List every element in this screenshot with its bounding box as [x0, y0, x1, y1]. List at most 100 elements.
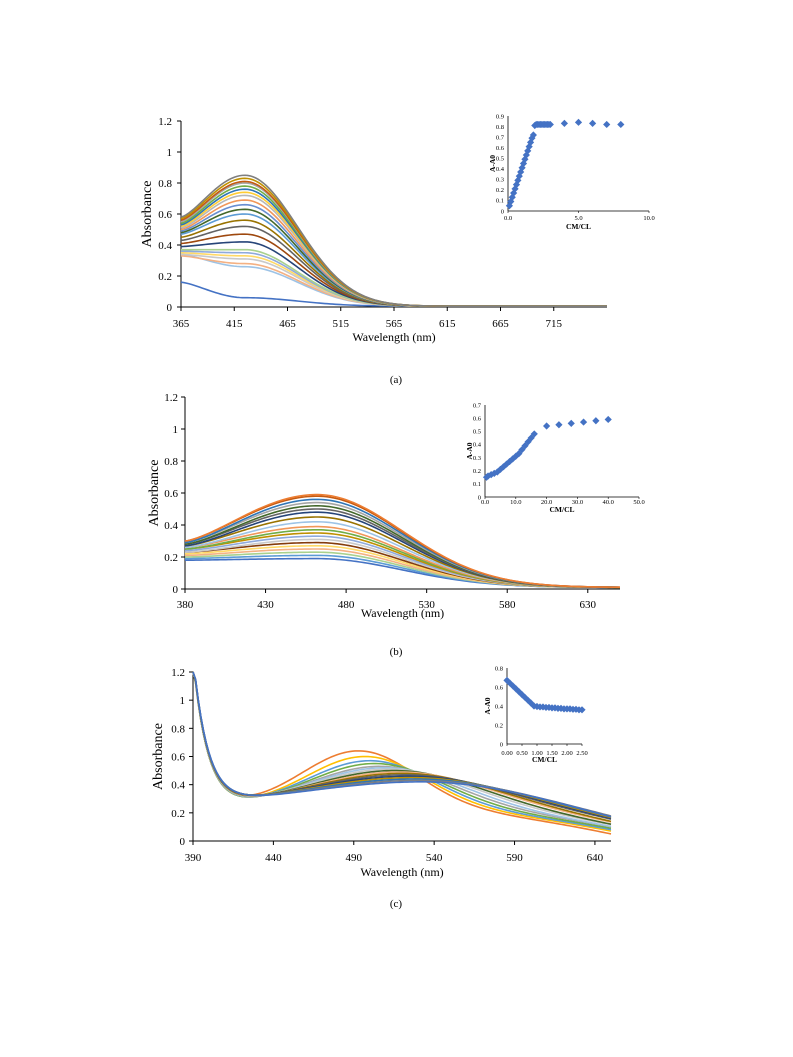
inset-x-tick-label: 0.50 — [516, 750, 527, 757]
inset-x-tick-label: 0.0 — [481, 499, 489, 506]
panel-label: (b) — [390, 646, 403, 658]
inset-x-tick-label: 2.00 — [561, 750, 572, 757]
inset-x-axis-label: CM/CL — [550, 505, 575, 514]
inset-x-axis-label: CM/CL — [566, 222, 591, 231]
inset-x-tick-label: 30.0 — [572, 499, 583, 506]
inset-data-point — [524, 696, 532, 704]
inset-x-axis-label: CM/CL — [532, 755, 557, 764]
x-tick-label: 380 — [177, 599, 194, 611]
inset-y-tick-label: 0.5 — [473, 429, 481, 436]
inset-y-axis-label: A-A0 — [488, 155, 497, 172]
x-tick-label: 415 — [226, 318, 243, 330]
inset-data-point — [528, 134, 536, 142]
inset-data-point — [490, 469, 498, 477]
inset-y-tick-label: 0.3 — [473, 455, 481, 462]
y-axis-label: Absorbance — [140, 181, 155, 248]
inset-y-tick-label: 0 — [500, 741, 503, 748]
inset-data-point — [496, 465, 504, 473]
y-tick-label: 0.6 — [164, 488, 178, 500]
inset-y-tick-label: 0.6 — [495, 684, 504, 691]
spectrum-series-20 — [180, 182, 607, 308]
inset-data-point — [503, 676, 511, 684]
inset-x-tick-label: 40.0 — [603, 499, 614, 506]
y-tick-label: 1.2 — [158, 116, 172, 128]
inset-data-point — [521, 155, 529, 163]
y-tick-label: 0.2 — [164, 552, 178, 564]
inset-x-tick-label: 10.0 — [510, 499, 521, 506]
inset-data-point — [567, 419, 575, 427]
inset-chart: 0 0.2 0.4 0.6 0.8 0.00 0.50 1.00 1.50 2.00 2.50 CM/… — [483, 665, 588, 764]
x-tick-label: 430 — [257, 599, 274, 611]
inset-data-point — [487, 471, 495, 479]
chart-panel-c: 0 0.2 0.4 0.6 0.8 1 1.2 390 440 490 540 590 640 Wavel… — [151, 665, 612, 910]
inset-y-tick-label: 0.4 — [473, 442, 482, 449]
y-tick-label: 1.2 — [171, 667, 185, 679]
x-tick-label: 515 — [333, 318, 350, 330]
chart-panel-b: 0 0.2 0.4 0.6 0.8 1 1.2 380 430 480 530 580 630 Wavel… — [147, 392, 645, 658]
y-tick-label: 0.6 — [158, 209, 172, 221]
inset-data-point — [527, 434, 535, 442]
spectrum-series-16 — [192, 671, 612, 818]
inset-data-point — [543, 422, 551, 430]
inset-data-point — [578, 706, 586, 714]
inset-y-tick-label: 0.5 — [496, 156, 504, 163]
x-tick-label: 580 — [499, 599, 516, 611]
x-tick-label: 530 — [418, 599, 435, 611]
x-tick-label: 490 — [346, 852, 363, 864]
inset-y-axis-label: A-A0 — [465, 442, 474, 459]
inset-y-tick-label: 0.2 — [495, 722, 503, 729]
inset-y-tick-label: 0.7 — [473, 402, 482, 409]
inset-x-tick-label: 5.0 — [574, 215, 582, 222]
spectrum-series-9 — [180, 233, 607, 308]
inset-data-point — [515, 450, 523, 458]
inset-x-tick-label: 2.50 — [576, 750, 587, 757]
x-tick-label: 390 — [185, 852, 202, 864]
inset-data-point — [589, 119, 597, 127]
x-tick-label: 540 — [426, 852, 443, 864]
chart-panel-a: 0 0.2 0.4 0.6 0.8 1 1.2 365 415 465 515 565 615 665 71… — [140, 113, 655, 386]
spectrum-series-10 — [192, 671, 612, 823]
y-tick-label: 0.2 — [158, 271, 172, 283]
y-tick-label: 0 — [173, 584, 179, 596]
x-tick-label: 630 — [580, 599, 597, 611]
x-tick-label: 365 — [173, 318, 190, 330]
inset-x-tick-label: 20.0 — [541, 499, 552, 506]
inset-data-point — [505, 202, 514, 210]
inset-y-tick-label: 0.9 — [496, 113, 504, 120]
x-tick-label: 590 — [506, 852, 523, 864]
y-tick-label: 1 — [173, 424, 179, 436]
inset-data-point — [521, 442, 529, 450]
spectrum-series-18 — [180, 188, 607, 308]
inset-data-point — [509, 455, 517, 463]
inset-x-tick-label: 50.0 — [633, 499, 644, 506]
inset-y-tick-label: 0.1 — [496, 198, 504, 205]
inset-y-tick-label: 0.6 — [473, 415, 482, 422]
spectrum-series-1 — [180, 281, 607, 308]
inset-y-tick-label: 0.8 — [495, 665, 503, 672]
inset-data-point — [546, 120, 554, 129]
spectrum-series-3 — [180, 255, 607, 308]
inset-y-axis-label: A-A0 — [483, 697, 492, 714]
inset-data-point — [574, 118, 583, 126]
y-tick-label: 0.4 — [171, 780, 185, 792]
y-tick-label: 0.4 — [158, 240, 172, 252]
x-tick-label: 440 — [265, 852, 282, 864]
y-tick-label: 0.8 — [171, 723, 185, 735]
y-axis-label: Absorbance — [147, 460, 162, 527]
y-axis-label: Absorbance — [151, 723, 166, 790]
panel-label: (c) — [390, 898, 403, 910]
inset-y-tick-label: 0.2 — [473, 468, 481, 475]
x-tick-label: 665 — [492, 318, 509, 330]
y-tick-label: 0 — [167, 302, 173, 314]
inset-y-tick-label: 0.4 — [495, 703, 504, 710]
y-tick-label: 0.6 — [171, 752, 185, 764]
inset-data-point — [604, 415, 612, 424]
inset-data-point — [530, 430, 538, 438]
inset-y-tick-label: 0 — [501, 208, 504, 215]
x-axis-label: Wavelength (nm) — [352, 330, 435, 344]
y-tick-label: 0 — [180, 836, 186, 848]
x-tick-label: 480 — [338, 599, 355, 611]
inset-data-point — [617, 120, 625, 129]
inset-y-tick-label: 0.3 — [496, 177, 504, 184]
inset-y-tick-label: 0.4 — [496, 166, 505, 173]
